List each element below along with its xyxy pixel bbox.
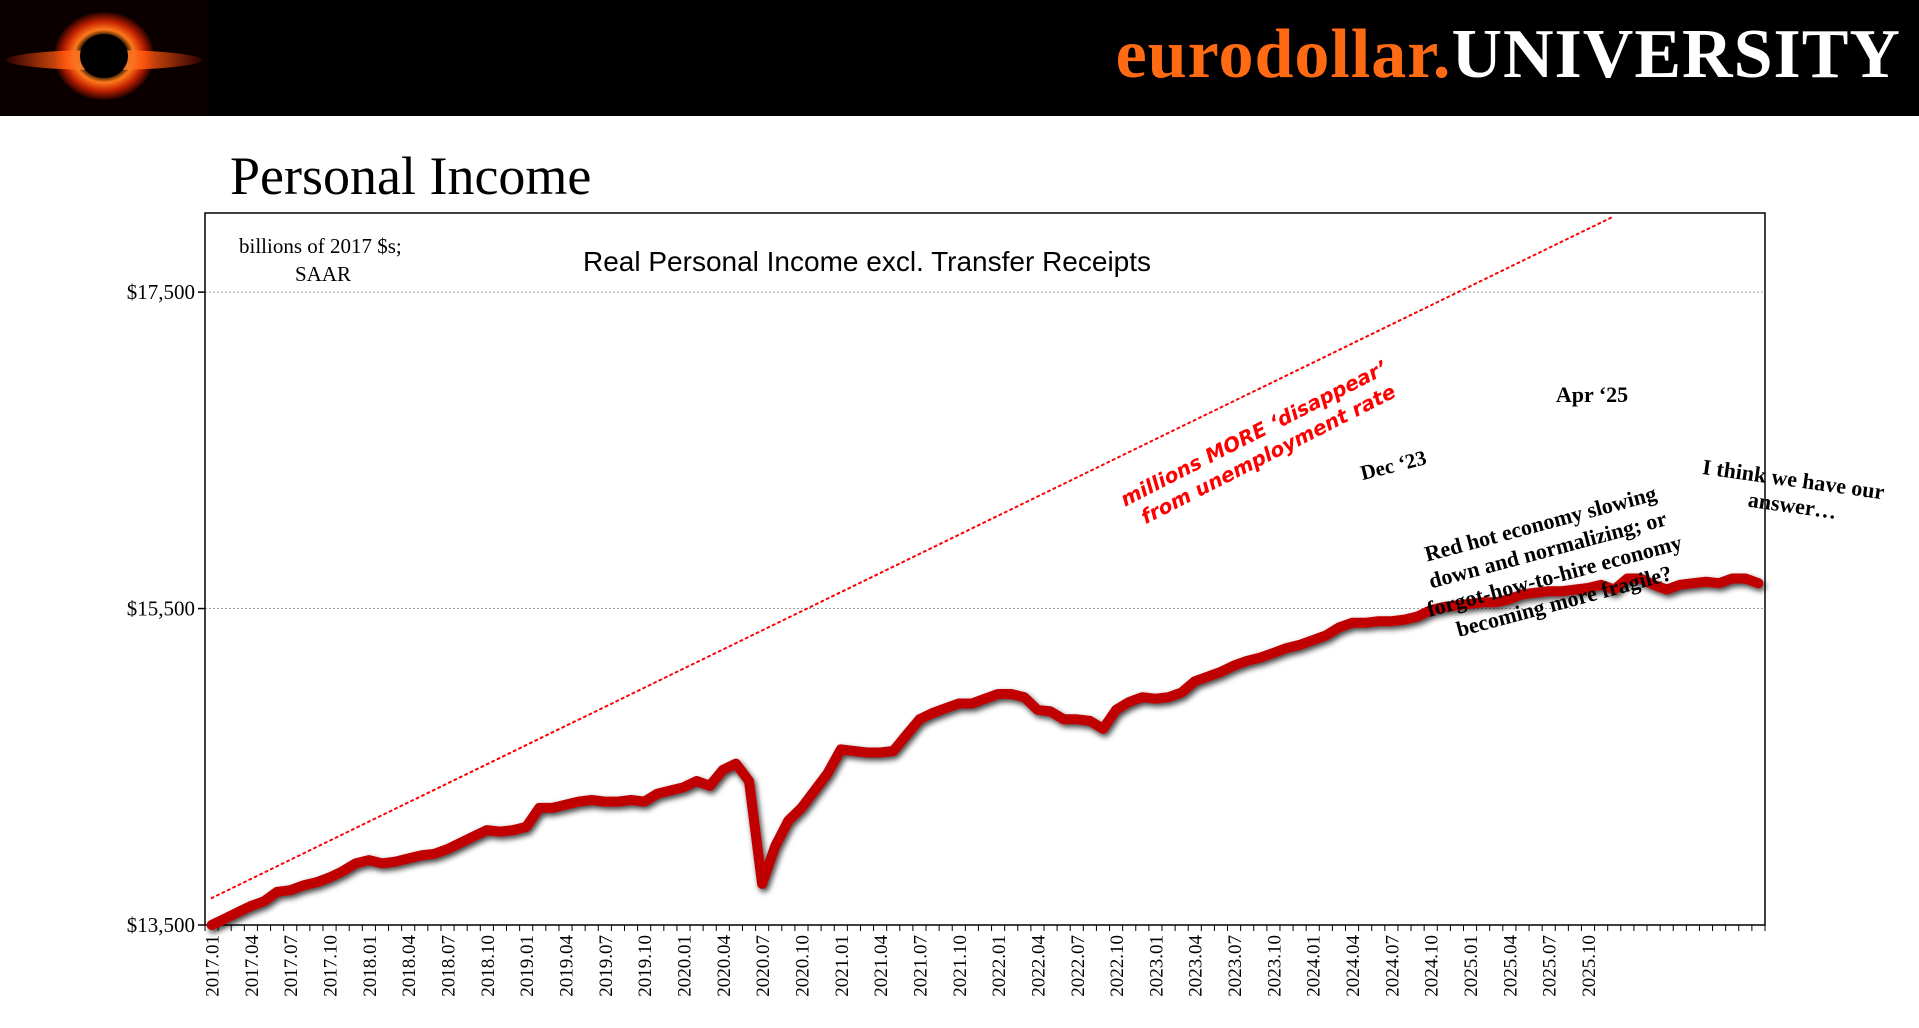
- y-tick-label: $17,500: [127, 280, 195, 304]
- x-tick-label: 2017.04: [242, 935, 263, 997]
- x-tick-label: 2018.04: [399, 935, 420, 997]
- x-tick-label: 2020.01: [674, 935, 695, 997]
- brand-text-orange: eurodollar.: [1115, 16, 1452, 93]
- x-tick-label: 2017.10: [321, 935, 342, 997]
- x-tick-label: 2022.04: [1028, 935, 1049, 997]
- units-note-line: billions of 2017 $s;: [239, 234, 402, 258]
- x-tick-label: 2021.07: [910, 935, 931, 997]
- y-axis: $13,500 $15,500 $17,500: [127, 280, 205, 937]
- x-tick-label: 2017.07: [281, 935, 302, 997]
- x-tick-label: 2019.01: [517, 935, 538, 997]
- x-tick-label: 2021.01: [832, 935, 853, 997]
- x-tick-label: 2023.04: [1186, 935, 1207, 997]
- units-note: billions of 2017 $s; SAAR: [239, 234, 407, 286]
- x-tick-label: 2024.10: [1422, 935, 1443, 997]
- x-tick-label: 2023.07: [1225, 935, 1246, 997]
- x-tick-label: 2019.07: [596, 935, 617, 997]
- x-tick-label: 2025.04: [1500, 935, 1521, 997]
- x-tick-label: 2018.10: [478, 935, 499, 997]
- x-tick-label: 2025.01: [1461, 935, 1482, 997]
- legend-label: Real Personal Income excl. Transfer Rece…: [583, 246, 1151, 277]
- annotation-trend-line: millions MORE ‘disappear’: [1116, 355, 1391, 511]
- x-tick-label: 2018.07: [439, 935, 460, 997]
- legend: Real Personal Income excl. Transfer Rece…: [520, 246, 1151, 277]
- x-tick-label: 2024.07: [1382, 935, 1403, 997]
- x-tick-label: 2019.04: [557, 935, 578, 997]
- x-tick-label: 2019.10: [635, 935, 656, 997]
- x-tick-label: 2018.01: [360, 935, 381, 997]
- brand-text-white: UNIVERSITY: [1451, 16, 1901, 93]
- x-tick-label: 2020.04: [714, 935, 735, 997]
- y-tick-label: $13,500: [127, 913, 195, 937]
- x-tick-label: 2024.04: [1343, 935, 1364, 997]
- x-tick-label: 2025.07: [1540, 935, 1561, 997]
- x-tick-label: 2017.01: [203, 935, 224, 997]
- page-title: Personal Income: [230, 146, 592, 206]
- plot-area-frame: [204, 212, 1766, 926]
- series-layer: [206, 215, 1764, 930]
- x-tick-label: 2020.10: [792, 935, 813, 997]
- annotation-trend-line: from unemployment rate: [1137, 379, 1400, 529]
- x-tick-label: 2024.01: [1304, 935, 1325, 997]
- x-tick-label: 2023.01: [1146, 935, 1167, 997]
- x-tick-label: 2020.07: [753, 935, 774, 997]
- annotation-question: Red hot economy slowing down and normali…: [1410, 476, 1697, 648]
- annotation-apr-25: Apr ‘25: [1556, 382, 1628, 407]
- x-tick-label: 2025.10: [1579, 935, 1600, 997]
- x-tick-label: 2023.10: [1264, 935, 1285, 997]
- brand-logo-text: eurodollar.UNIVERSITY: [1116, 10, 1901, 100]
- header-banner: eurodollar.UNIVERSITY: [0, 0, 1919, 116]
- x-tick-label: 2022.07: [1068, 935, 1089, 997]
- annotation-trend-note: millions MORE ‘disappear’ from unemploym…: [1116, 352, 1408, 533]
- x-tick-label: 2021.04: [871, 935, 892, 997]
- x-tick-label: 2022.10: [1107, 935, 1128, 997]
- black-hole-logo-icon: [0, 0, 208, 116]
- units-note-line: SAAR: [295, 262, 351, 286]
- gridlines: [205, 291, 1765, 610]
- x-axis: 2017.01 2017.04 2017.07 2017.10 2018.01 2018.…: [203, 925, 1766, 997]
- trend-line: [210, 215, 1616, 900]
- x-tick-label: 2021.10: [950, 935, 971, 997]
- annotation-answer: I think we have our answer…: [1697, 454, 1891, 531]
- series-line-real-personal-income: [206, 573, 1764, 930]
- x-tick-label: 2022.01: [989, 935, 1010, 997]
- annotation-dec-23: Dec ‘23: [1358, 445, 1429, 485]
- y-tick-label: $15,500: [127, 597, 195, 621]
